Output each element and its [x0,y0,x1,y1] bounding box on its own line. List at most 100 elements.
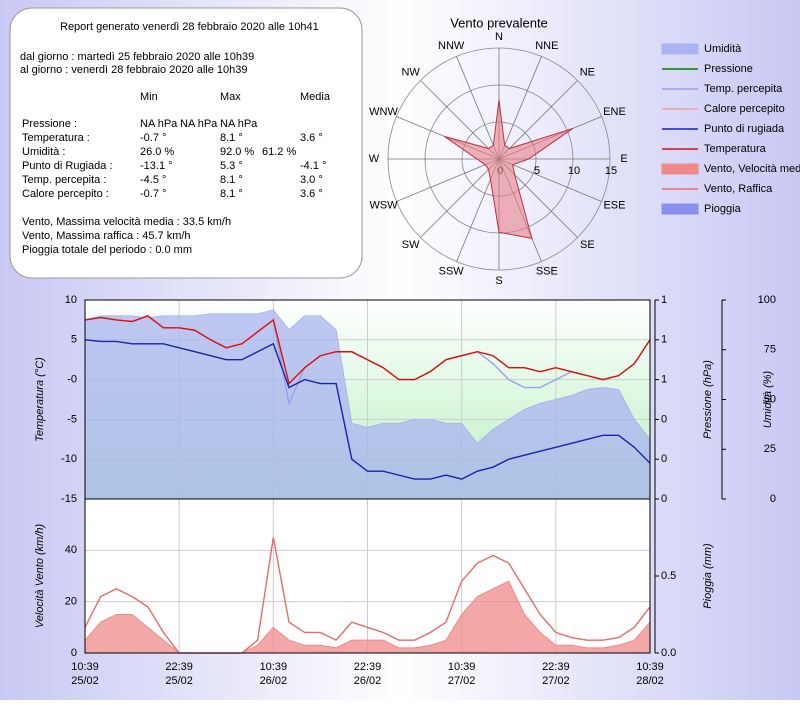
x-tick-label: 10:39 27/02 [448,661,476,687]
legend-label: Pressione [704,63,753,75]
legend-label: Calore percepito [704,103,785,115]
y3-tick-label: 100 [758,294,776,306]
y3-tick-label: 75 [764,344,776,356]
spoke [420,158,500,238]
table-cell: 3.0 ° [300,174,323,186]
table-cell: 8.1 ° [220,188,243,200]
y2-tick-label: 0 [661,493,667,505]
y-tick-label: 40 [65,544,77,556]
legend-label: Pioggia [704,203,742,215]
x-tick-label: 22:39 26/02 [354,661,382,687]
report-note: Vento, Massima raffica : 45.7 km/h [22,230,191,242]
table-cell: NA hPa [140,118,178,130]
direction-label: NE [580,67,595,79]
table-cell: NA hPa [180,118,218,130]
legend-label: Vento, Raffica [704,183,773,195]
area-series [84,309,651,500]
y3-tick-label: 0 [770,493,776,505]
y-tick-label: -15 [61,493,77,505]
axis-label: Pioggia (mm) [702,543,714,609]
direction-label: SSW [439,266,465,278]
y-tick-label: -5 [67,413,77,425]
axis-label: Temperatura (°C) [34,357,46,442]
direction-label: NNE [535,40,558,52]
legend-label: Punto di rugiada [704,123,785,135]
direction-label: SW [402,239,420,251]
table-cell: -4.5 ° [140,174,166,186]
direction-label: SE [580,239,595,251]
column-header: Media [300,91,331,103]
table-cell: 3.6 ° [300,188,323,200]
y-tick-label: -0 [67,374,77,386]
spoke [498,56,542,160]
y-tick-label: 10 [65,294,77,306]
r-tick-label: 15 [605,165,617,177]
legend-swatch [661,163,699,175]
column-header: Max [220,91,241,103]
spoke [456,56,500,160]
row-label: Pressione : [22,118,77,130]
axis-label: Umidità (%) [762,370,774,428]
table-cell: -13.1 ° [140,160,173,172]
direction-label: WNW [369,106,398,118]
x-tick-label: 22:39 25/02 [165,661,193,687]
report-title: Report generato venerdì 28 febbraio 2020… [60,21,319,33]
report-to: al giorno : venerdì 28 febbraio 2020 all… [20,64,248,76]
row-label: Temp. percepita : [22,174,106,186]
direction-label: WSW [369,200,398,212]
y2-tick-label: 1 [661,374,667,386]
r-tick-label: 5 [534,165,540,177]
legend-swatch [661,203,699,215]
column-header: Min [140,91,158,103]
direction-label: W [369,153,380,165]
table-cell: -0.7 ° [140,188,166,200]
plot-frame [84,498,651,654]
legend-label: Temperatura [704,143,767,155]
spoke [420,80,500,160]
spoke [498,80,578,160]
report-box [9,7,363,279]
legend-label: Umidità [704,43,742,55]
spoke [396,158,500,202]
row-label: Umidità : [22,146,65,158]
y2-tick-label: 0.5 [661,570,676,582]
table-cell: -4.1 ° [300,160,326,172]
y3-tick-label: 50 [764,393,776,405]
table-cell: NA hPa [220,118,258,130]
y-tick-label: 20 [65,596,77,608]
report-note: Vento, Massima velocità media : 33.5 km/… [22,216,231,228]
direction-label: E [620,153,627,165]
spoke [498,158,602,202]
y-tick-label: -10 [61,453,77,465]
y3-tick-label: 25 [764,443,776,455]
direction-label: ENE [603,106,626,118]
wind-polygon [444,99,574,239]
direction-label: NNW [438,40,465,52]
table-cell: 5.3 ° [220,160,243,172]
y-tick-label: 5 [71,334,77,346]
y2-tick-label: 0 [661,413,667,425]
x-tick-label: 22:39 27/02 [542,661,570,687]
legend-label: Vento, Velocità media [704,163,800,175]
direction-label: NW [401,67,420,79]
line-series [84,339,651,480]
axis-label: Velocità Vento (km/h) [34,523,46,628]
direction-label: SSE [536,266,558,278]
line-series [84,315,651,385]
row-label: Temperatura : [22,132,90,144]
direction-label: ESE [603,200,625,212]
legend-swatch [661,43,699,55]
y2-tick-label: 1 [661,294,667,306]
table-cell: 3.6 ° [300,132,323,144]
r-tick-label: 10 [568,165,580,177]
table-cell: 8.1 ° [220,132,243,144]
row-label: Calore percepito : [22,188,109,200]
chart-title: Vento prevalente [450,15,548,30]
row-label: Punto di Rugiada : [22,160,113,172]
table-cell: -0.7 ° [140,132,166,144]
x-tick-label: 10:39 28/02 [636,661,664,687]
report-from: dal giorno : martedì 25 febbraio 2020 al… [20,51,254,63]
table-cell: 61.2 % [262,146,296,158]
x-tick-label: 10:39 25/02 [71,661,99,687]
y2-tick-label: 0.0 [661,647,676,659]
